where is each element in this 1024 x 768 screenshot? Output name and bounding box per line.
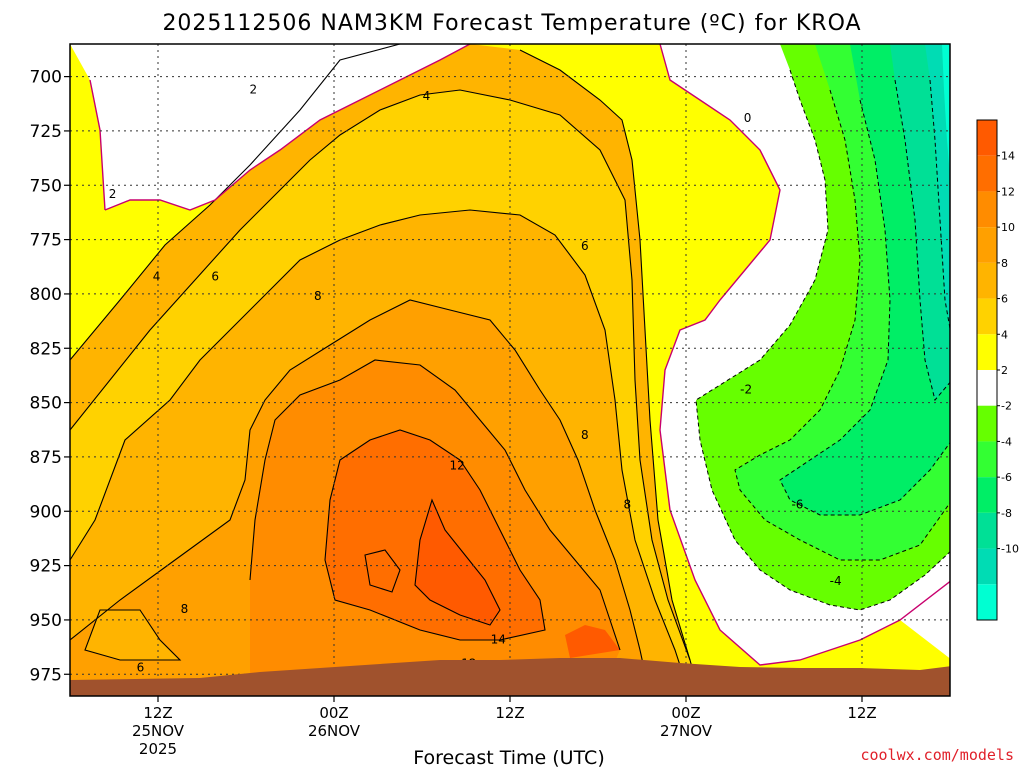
colorbar-swatch xyxy=(977,191,997,228)
contour-neg10 xyxy=(929,79,950,332)
x-tick-label: 00Z xyxy=(671,704,700,722)
contour-4 xyxy=(70,89,691,661)
colorbar-swatch xyxy=(977,155,997,192)
x-tick-label: 2025 xyxy=(139,740,177,758)
contour-6-blob xyxy=(84,609,182,661)
band-0-white-left xyxy=(70,44,470,210)
y-tick-label: 975 xyxy=(30,665,62,685)
contour-neg4 xyxy=(734,89,950,561)
colorbar-swatch xyxy=(977,262,997,299)
contour-label: 0 xyxy=(744,111,752,125)
colorbar: 14 12 10 8 6 4 2 -2 -4 -6 -8 -10 xyxy=(976,119,1019,621)
y-tick-label: 950 xyxy=(30,611,62,631)
contour-2-east xyxy=(519,49,701,696)
colorbar-tick-label: 10 xyxy=(1001,221,1015,234)
x-tick-label: 25NOV xyxy=(132,722,185,740)
y-tick-label: 875 xyxy=(30,448,62,468)
contour-label: 8 xyxy=(314,289,322,303)
contour-label: 8 xyxy=(181,602,189,616)
contour-label: 4 xyxy=(423,89,431,103)
colorbar-swatch xyxy=(977,512,997,549)
y-axis: 700 725 750 775 800 825 850 875 900 925 950 975 xyxy=(30,68,70,685)
band-neg12 xyxy=(942,44,950,176)
colorbar-swatch xyxy=(977,370,997,406)
x-tick-label: 12Z xyxy=(847,704,876,722)
colorbar-swatch xyxy=(977,227,997,263)
x-tick-label: 26NOV xyxy=(308,722,361,740)
cold-contours xyxy=(695,69,950,611)
contour-label: 6 xyxy=(211,270,219,284)
y-tick-label: 850 xyxy=(30,394,62,414)
band-neg10 xyxy=(925,44,950,329)
x-tick-label: 00Z xyxy=(319,704,348,722)
colorbar-tick-label: 12 xyxy=(1001,185,1015,198)
contour-12-blob xyxy=(364,549,401,593)
colorbar-tick-label: 14 xyxy=(1001,150,1015,163)
contour-14 xyxy=(414,498,501,626)
colorbar-tick-label: -6 xyxy=(1001,471,1012,484)
band-12-14-blob xyxy=(365,550,400,592)
band-14-plus xyxy=(415,500,500,625)
colorbar-swatch xyxy=(977,584,997,620)
y-tick-label: 825 xyxy=(30,339,62,359)
warm-contours xyxy=(70,44,701,696)
x-tick-label: 12Z xyxy=(143,704,172,722)
contour-neg6 xyxy=(779,99,950,516)
y-tick-label: 775 xyxy=(30,231,62,251)
colorbar-swatch xyxy=(977,120,997,156)
y-tick-label: 800 xyxy=(30,285,62,305)
y-tick-label: 925 xyxy=(30,557,62,577)
contour-0-east xyxy=(659,44,950,666)
colorbar-swatch xyxy=(977,441,997,478)
colorbar-swatch xyxy=(977,334,997,370)
colorbar-tick-label: 4 xyxy=(1001,328,1008,341)
x-tick-label: 27NOV xyxy=(660,722,713,740)
contour-2 xyxy=(70,44,401,361)
band-neg6 xyxy=(780,44,950,515)
contour-neg8 xyxy=(894,79,950,402)
contour-label: 4 xyxy=(153,270,161,284)
colorbar-swatch xyxy=(977,548,997,585)
x-tick-label: 12Z xyxy=(495,704,524,722)
contour-label: 8 xyxy=(581,428,589,442)
contour-label: 14 xyxy=(491,632,506,646)
contour-8 xyxy=(70,299,651,696)
chart-title: 2025112506 NAM3KM Forecast Temperature (… xyxy=(162,11,861,36)
colorbar-swatch xyxy=(977,298,997,335)
colorbar-swatch xyxy=(977,477,997,513)
colorbar-tick-label: -8 xyxy=(1001,507,1012,520)
terrain xyxy=(70,658,950,696)
y-tick-label: 725 xyxy=(30,122,62,142)
colorbar-tick-label: 8 xyxy=(1001,257,1008,270)
credit-text: coolwx.com/models xyxy=(860,746,1014,764)
contour-label: 2 xyxy=(109,187,117,201)
contour-label: -4 xyxy=(830,574,842,588)
contour-label: 2 xyxy=(250,83,258,97)
contour-neg2 xyxy=(695,69,950,611)
contour-label: 6 xyxy=(137,661,145,675)
y-tick-label: 900 xyxy=(30,502,62,522)
colorbar-tick-label: 2 xyxy=(1001,364,1008,377)
colorbar-swatch xyxy=(977,405,997,442)
x-axis-label: Forecast Time (UTC) xyxy=(413,747,604,768)
colorbar-tick-label: -2 xyxy=(1001,400,1012,413)
contour-label: 6 xyxy=(581,239,589,253)
contour-10 xyxy=(249,359,621,651)
band-6-8-blob xyxy=(85,610,180,660)
y-tick-label: 750 xyxy=(30,176,62,196)
y-tick-label: 700 xyxy=(30,68,62,88)
colorbar-tick-label: -10 xyxy=(1001,543,1019,556)
colorbar-tick-label: -4 xyxy=(1001,435,1012,448)
contour-6 xyxy=(70,209,691,696)
contour-label: -6 xyxy=(791,498,803,512)
contour-label: 8 xyxy=(624,498,632,512)
contour-label: -2 xyxy=(740,383,752,397)
contour-label: 12 xyxy=(450,459,465,473)
colorbar-tick-label: 6 xyxy=(1001,293,1008,306)
band-14-plus-2 xyxy=(565,625,620,658)
